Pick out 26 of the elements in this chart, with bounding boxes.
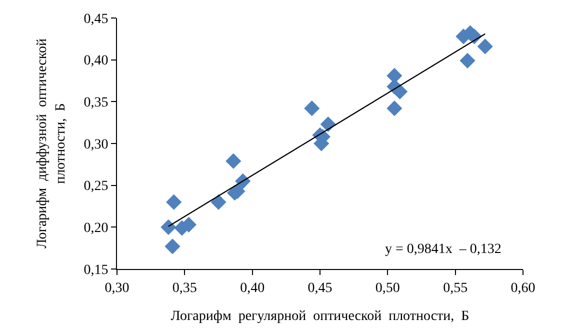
x-tick-label: 0,50 (375, 280, 400, 296)
point (160, 219, 176, 235)
y-tick-label: 0,45 (84, 12, 108, 27)
x-tick-label: 0,55 (443, 280, 468, 296)
y-tick-label: 0,40 (84, 54, 108, 69)
y-tick-label: 0,25 (84, 179, 108, 194)
x-tick-label: 0,35 (172, 280, 197, 296)
y-axis-title: Логарифм диффузной оптической плотности, Б (35, 38, 68, 248)
y-tick-label: 0,30 (84, 137, 108, 152)
point (166, 194, 182, 210)
point (210, 194, 226, 210)
x-tick-label: 0,60 (510, 280, 536, 296)
point (477, 38, 493, 54)
annotation: y = 0,9841x – 0,132 (385, 242, 502, 257)
x-tick-label: 0,45 (308, 280, 332, 296)
point (164, 238, 180, 254)
point (304, 100, 320, 116)
point (226, 153, 242, 169)
y-tick-label: 0,35 (84, 96, 108, 111)
y-tick-label: 0,20 (84, 221, 108, 236)
x-tick-label: 0,30 (104, 280, 130, 296)
point (386, 100, 402, 116)
point (460, 52, 476, 68)
y-tick-label: 0,15 (84, 262, 108, 278)
x-axis-title: Логарифм регулярной оптической плотности, Б (170, 309, 470, 324)
x-tick-label: 0,40 (240, 280, 265, 296)
